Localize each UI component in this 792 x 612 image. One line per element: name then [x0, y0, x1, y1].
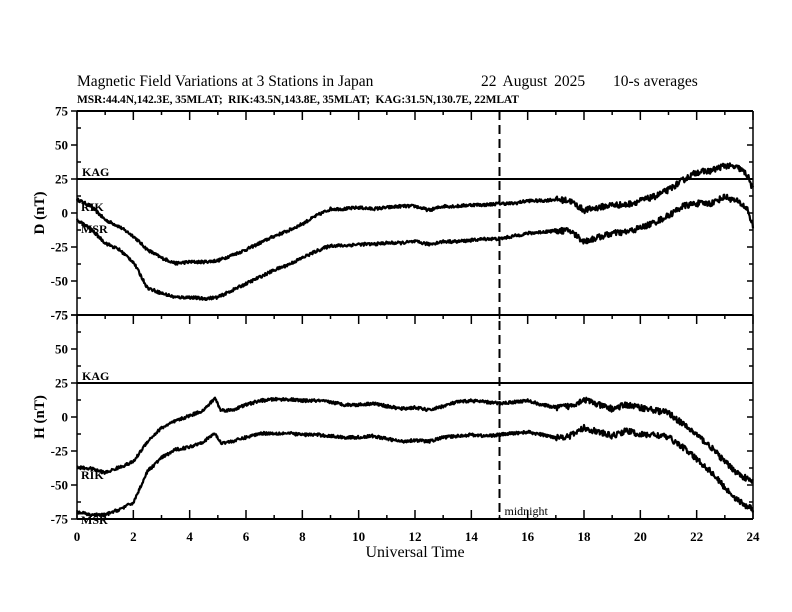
y-tick-label: 25 [55, 172, 69, 187]
y-tick-label: -25 [51, 240, 69, 255]
x-axis: 0 2 4 6 8 10 12 14 16 18 20 22 24 [74, 529, 760, 544]
panel-d: 75 50 25 0 -25 -50 -75 D (nT) KAG RIK MSR [32, 104, 755, 323]
panel-h: -75 50 25 0 -25 -50 -75 H (nT) KAG RIK MSR [32, 308, 755, 527]
x-tick-label: 6 [243, 529, 250, 544]
chart-title: Magnetic Field Variations at 3 Stations … [77, 73, 374, 90]
x-tick-label: 8 [299, 529, 306, 544]
y-tick-label: -50 [51, 274, 68, 289]
chart-date: 22 August 2025 [481, 73, 586, 90]
series-label-kag: KAG [82, 165, 109, 179]
x-tick-label: 20 [634, 529, 647, 544]
x-tick-label: 12 [409, 529, 422, 544]
series-line-msr [75, 193, 755, 301]
series-line-msr [76, 423, 755, 518]
y-axis-title: D (nT) [32, 192, 48, 235]
midnight-label: midnight [505, 504, 549, 518]
x-tick-label: 2 [130, 529, 137, 544]
y-tick-label: -75 [51, 308, 69, 323]
x-tick-label: 14 [465, 529, 479, 544]
x-tick-label: 0 [74, 529, 81, 544]
series-line-rik [75, 162, 755, 266]
x-axis-title: Universal Time [365, 544, 464, 561]
y-axis-title: H (nT) [32, 395, 48, 439]
series-line-rik [76, 396, 754, 484]
y-tick-label: 50 [55, 342, 68, 357]
x-tick-label: 16 [521, 529, 535, 544]
chart-averaging: 10-s averages [613, 73, 698, 90]
y-tick-label: 0 [62, 206, 69, 221]
x-tick-label: 24 [747, 529, 761, 544]
y-tick-label: 25 [55, 376, 69, 391]
series-label-msr: MSR [81, 222, 108, 236]
y-tick-label: 75 [55, 104, 69, 119]
chart-subtitle: MSR:44.4N,142.3E, 35MLAT; RIK:43.5N,143.… [77, 94, 519, 106]
series-label-rik: RIK [81, 468, 104, 482]
series-label-msr: MSR [81, 513, 108, 527]
x-tick-label: 4 [186, 529, 193, 544]
y-tick-label: 0 [62, 410, 69, 425]
y-tick-label: -25 [51, 444, 69, 459]
series-label-rik: RIK [81, 200, 104, 214]
x-tick-label: 18 [578, 529, 592, 544]
x-tick-label: 10 [352, 529, 365, 544]
y-tick-label: -75 [51, 512, 69, 527]
y-tick-label: 50 [55, 138, 68, 153]
x-tick-label: 22 [690, 529, 703, 544]
series-label-kag: KAG [82, 369, 109, 383]
y-tick-label: -50 [51, 478, 68, 493]
y-tick-label: -75 [51, 308, 69, 323]
